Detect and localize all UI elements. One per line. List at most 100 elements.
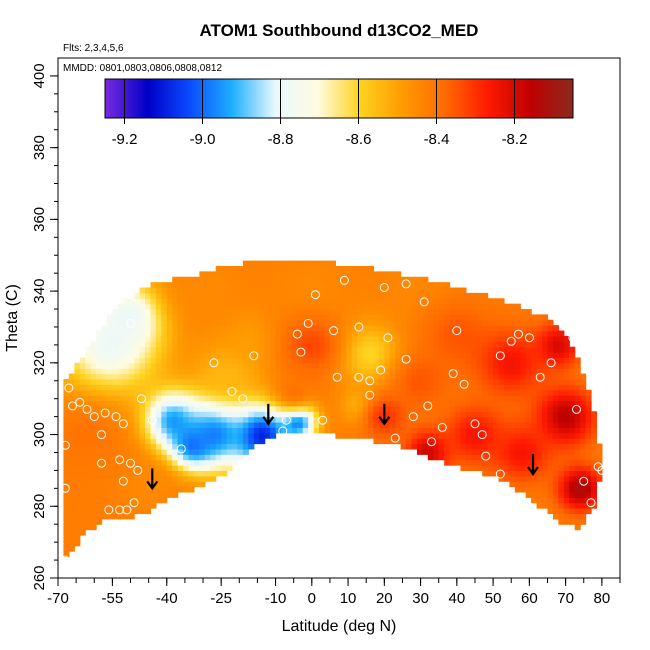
- heat-cell: [514, 352, 521, 359]
- heat-cell: [319, 416, 326, 423]
- heat-cell: [264, 260, 271, 267]
- heat-cell: [286, 395, 293, 402]
- heat-cell: [215, 395, 222, 402]
- heat-cell: [536, 400, 543, 407]
- heat-cell: [188, 341, 195, 348]
- heat-cell: [297, 325, 304, 332]
- heat-cell: [547, 325, 554, 332]
- heat-cell: [580, 470, 587, 477]
- heat-cell: [101, 422, 108, 428]
- heat-cell: [536, 448, 543, 455]
- heat-cell: [253, 282, 260, 289]
- heat-cell: [215, 303, 222, 310]
- heat-cell: [580, 432, 587, 439]
- heat-cell: [242, 271, 249, 278]
- heat-cell: [74, 378, 81, 385]
- heat-cell: [302, 389, 309, 396]
- observation-points: [60, 275, 607, 565]
- heat-cell: [96, 389, 103, 396]
- heat-cell: [373, 378, 380, 385]
- heat-cell: [112, 395, 119, 402]
- heat-cell: [580, 405, 587, 412]
- heat-cell: [286, 427, 293, 434]
- heat-cell: [542, 465, 549, 472]
- heat-cell: [270, 373, 277, 380]
- heat-cell: [302, 362, 309, 369]
- heat-cell: [384, 438, 391, 445]
- heat-cell: [378, 368, 385, 375]
- heat-cell: [493, 362, 500, 369]
- heat-cell: [536, 416, 543, 423]
- heat-cell: [63, 534, 70, 541]
- heat-cell: [215, 470, 222, 477]
- heat-cell: [183, 384, 190, 391]
- heat-cell: [150, 416, 157, 423]
- heat-cell: [226, 335, 233, 342]
- heat-cell: [389, 330, 396, 337]
- heat-cell: [487, 368, 494, 375]
- heat-cell: [351, 384, 358, 391]
- heat-cell: [455, 298, 462, 305]
- heat-cell: [525, 427, 532, 434]
- heat-cell: [585, 481, 592, 488]
- heat-cell: [166, 486, 173, 493]
- heat-cell: [204, 330, 211, 337]
- heat-cell: [280, 260, 288, 267]
- heat-cell: [79, 508, 86, 515]
- heat-cell: [569, 475, 576, 482]
- heat-cell: [406, 314, 413, 321]
- heat-cell: [422, 416, 429, 423]
- heat-cell: [476, 432, 483, 439]
- heat-cell: [531, 395, 538, 402]
- x-tick-label: 0: [308, 590, 316, 607]
- heat-cell: [280, 298, 288, 305]
- heat-cell: [145, 395, 152, 402]
- heat-cell: [232, 298, 239, 305]
- heat-cell: [68, 534, 75, 541]
- heat-cell: [460, 427, 467, 434]
- heat-cell: [455, 389, 462, 396]
- heat-cell: [166, 400, 173, 407]
- heat-cell: [259, 346, 266, 353]
- heat-cell: [308, 271, 315, 278]
- heat-cell: [357, 266, 364, 272]
- heat-cell: [351, 287, 358, 294]
- heat-cell: [525, 395, 532, 402]
- heat-cell: [280, 357, 288, 364]
- heat-cell: [455, 309, 462, 316]
- heat-cell: [204, 395, 211, 402]
- heat-cell: [498, 325, 505, 332]
- heat-cell: [395, 282, 402, 289]
- heat-cell: [487, 389, 494, 396]
- heat-cell: [221, 443, 228, 450]
- heat-cell: [74, 524, 81, 531]
- heat-cell: [482, 357, 489, 364]
- heat-cell: [193, 362, 201, 369]
- heat-cell: [237, 282, 244, 289]
- heat-cell: [232, 303, 239, 310]
- heat-cell: [493, 432, 500, 439]
- heat-cell: [123, 438, 130, 445]
- heat-cell: [280, 314, 288, 321]
- heat-cell: [302, 314, 309, 321]
- heat-cell: [520, 443, 527, 450]
- heat-cell: [155, 298, 162, 305]
- heat-cell: [302, 395, 309, 402]
- heat-cell: [210, 443, 217, 450]
- heat-cell: [590, 459, 598, 466]
- heat-cell: [455, 287, 462, 294]
- heat-cell: [63, 540, 70, 547]
- heat-cell: [427, 282, 434, 289]
- heat-cell: [297, 357, 304, 364]
- heat-cell: [128, 389, 135, 396]
- heat-cell: [90, 459, 97, 466]
- heat-cell: [433, 443, 440, 450]
- heat-cell: [204, 448, 211, 455]
- observation-point: [379, 283, 389, 292]
- heat-cell: [161, 346, 168, 353]
- heat-cell: [373, 384, 380, 391]
- heat-cell: [563, 513, 570, 520]
- heat-cell: [259, 378, 266, 385]
- heat-cell: [270, 384, 277, 391]
- heat-cell: [531, 362, 538, 369]
